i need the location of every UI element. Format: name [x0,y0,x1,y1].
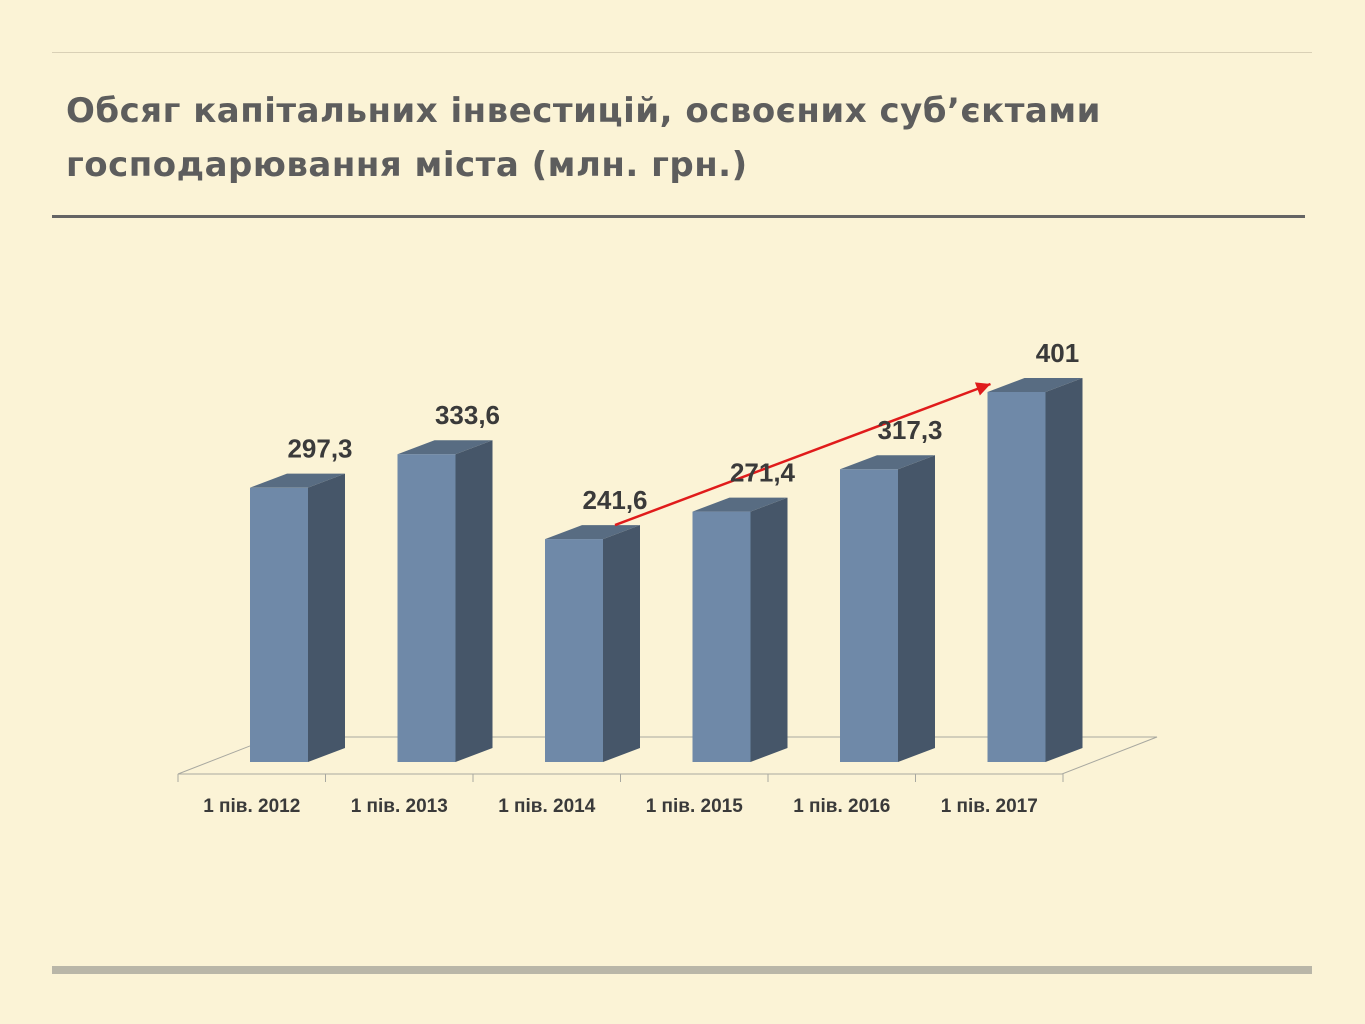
data-label: 297,3 [287,434,352,464]
chart-labels: 297,3 1 пів. 2012 333,6 1 пів. 2013 241,6 1 п… [203,338,1079,817]
bottom-divider [52,966,1312,974]
bar [987,378,1083,762]
x-tick-label: 1 пів. 2017 [941,796,1038,817]
bar-side [603,525,640,762]
bar-top [397,440,493,455]
bar-side [898,455,935,762]
bar-top [545,525,640,540]
bar-side [455,440,493,762]
title-divider [52,215,1305,218]
bar-front [987,392,1046,762]
bar-side [750,497,788,762]
bar-top [987,378,1083,392]
data-label: 241,6 [582,485,647,515]
bar-front [840,469,898,762]
bar [692,497,788,762]
title-line-1: Обсяг капітальних інвестицій, освоєних с… [66,91,1101,131]
bar [250,473,345,762]
top-divider [52,52,1312,53]
data-label: 317,3 [877,415,942,445]
bar [545,525,640,762]
chart-floor [177,736,1158,782]
floor-outline [177,736,1158,775]
data-label: 271,4 [730,458,796,488]
bar-side [308,473,345,762]
x-tick-label: 1 пів. 2016 [793,796,890,817]
x-tick-label: 1 пів. 2012 [203,796,300,817]
bar-side [1045,378,1083,762]
bar-top [692,497,788,512]
bar-front [545,539,603,762]
data-label: 401 [1036,338,1079,368]
x-tick-label: 1 пів. 2014 [498,796,596,817]
bar [840,455,935,762]
trend-arrow-line [614,382,991,527]
data-label: 333,6 [435,400,500,430]
trend-arrow [614,382,991,527]
slide-title: Обсяг капітальних інвестицій, освоєних с… [66,84,1166,192]
trend-arrow-head [974,382,991,396]
bar [397,440,493,762]
bar-front [397,454,456,762]
bar-top [840,455,935,470]
bar-top [250,473,345,488]
bar-front [250,487,308,762]
chart-bars [250,378,1083,762]
x-tick-label: 1 пів. 2013 [351,796,448,817]
title-line-2: господарювання міста (млн. грн.) [66,145,748,185]
x-tick-label: 1 пів. 2015 [646,796,744,817]
bar-front [692,511,751,762]
